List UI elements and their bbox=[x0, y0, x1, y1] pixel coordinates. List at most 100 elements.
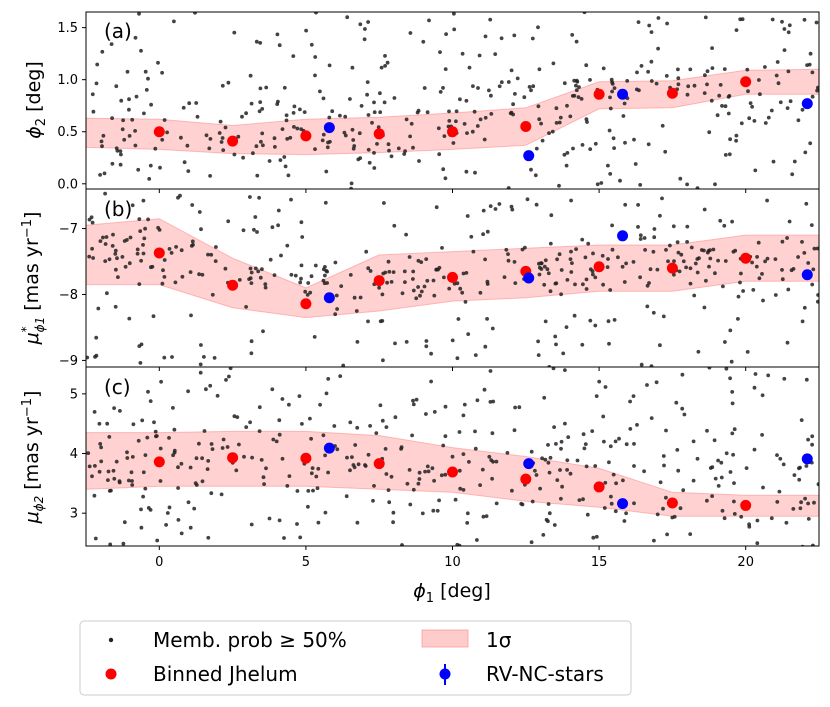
member-star bbox=[462, 402, 467, 407]
member-star bbox=[323, 453, 327, 458]
member-star bbox=[102, 171, 107, 176]
member-star bbox=[780, 19, 784, 24]
member-star bbox=[210, 292, 215, 297]
member-star bbox=[455, 281, 460, 286]
member-star bbox=[407, 255, 412, 259]
member-star bbox=[483, 34, 488, 39]
binned-point-c-3 bbox=[373, 458, 385, 470]
member-star bbox=[295, 126, 300, 131]
member-star bbox=[785, 236, 789, 240]
member-star bbox=[490, 431, 495, 436]
member-star bbox=[174, 245, 179, 249]
member-star bbox=[291, 54, 296, 58]
member-star bbox=[763, 65, 767, 69]
member-star bbox=[314, 474, 319, 479]
member-star bbox=[129, 470, 134, 475]
member-star bbox=[106, 469, 111, 474]
member-star bbox=[187, 101, 192, 106]
member-star bbox=[443, 472, 448, 477]
member-star bbox=[295, 522, 299, 526]
member-star bbox=[577, 85, 581, 89]
member-star bbox=[159, 379, 164, 384]
member-star bbox=[484, 514, 489, 518]
member-star bbox=[713, 182, 717, 187]
member-star bbox=[221, 148, 226, 153]
member-star bbox=[352, 295, 357, 300]
member-star bbox=[728, 328, 733, 333]
member-star bbox=[489, 112, 494, 116]
member-star bbox=[94, 81, 99, 86]
member-star bbox=[811, 543, 815, 546]
member-star bbox=[176, 518, 181, 522]
binned-point-a-7 bbox=[666, 87, 678, 99]
member-star bbox=[326, 377, 331, 381]
member-star bbox=[130, 479, 134, 483]
member-star bbox=[372, 110, 377, 115]
member-star bbox=[378, 403, 383, 408]
member-star bbox=[773, 257, 778, 261]
legend-label-binned: Binned Jhelum bbox=[153, 662, 298, 686]
ytick-label-a-2: 1.0 bbox=[57, 73, 78, 88]
member-star bbox=[267, 159, 272, 163]
legend-marker-binned bbox=[105, 668, 117, 680]
member-star bbox=[757, 276, 762, 281]
member-star bbox=[179, 135, 183, 140]
member-star bbox=[118, 149, 123, 154]
member-star bbox=[147, 177, 152, 181]
legend-marker-band bbox=[421, 629, 469, 648]
member-star bbox=[104, 235, 109, 239]
member-star bbox=[358, 295, 363, 300]
member-star bbox=[643, 248, 647, 252]
member-star bbox=[741, 289, 745, 293]
rv-star-a-0 bbox=[323, 122, 335, 134]
member-star bbox=[534, 146, 539, 151]
member-star bbox=[786, 69, 791, 74]
member-star bbox=[188, 465, 193, 470]
member-star bbox=[470, 129, 475, 134]
member-star bbox=[770, 17, 775, 22]
member-star bbox=[760, 393, 765, 398]
member-star bbox=[705, 69, 710, 74]
member-star bbox=[782, 27, 787, 31]
member-star bbox=[680, 372, 685, 377]
member-star bbox=[718, 83, 723, 87]
member-star bbox=[139, 525, 144, 530]
axis-ticks: 0.0 0.5 1.0 1.5 −9 −8 −7 3 4 5 0 5 10 15 20 bbox=[57, 21, 754, 570]
member-star bbox=[513, 281, 518, 285]
member-star bbox=[426, 469, 431, 474]
member-star bbox=[591, 251, 595, 256]
legend-label-rv: RV-NC-stars bbox=[486, 662, 604, 686]
sigma-band-b bbox=[86, 218, 819, 319]
member-star bbox=[285, 243, 290, 248]
member-star bbox=[658, 480, 663, 485]
member-star bbox=[333, 312, 338, 317]
member-star bbox=[209, 252, 214, 257]
member-star bbox=[324, 391, 329, 396]
member-star bbox=[452, 12, 456, 16]
binned-point-b-7 bbox=[666, 262, 678, 274]
member-star bbox=[320, 138, 325, 143]
member-star bbox=[121, 118, 125, 123]
member-star bbox=[112, 476, 117, 481]
member-star bbox=[162, 118, 167, 122]
member-star bbox=[434, 205, 439, 210]
member-star bbox=[261, 329, 265, 334]
member-star bbox=[323, 265, 327, 269]
member-star bbox=[457, 430, 462, 434]
member-star bbox=[127, 261, 132, 266]
xtick-label-2: 10 bbox=[444, 555, 461, 570]
member-star bbox=[636, 20, 641, 24]
rv-star-c-2 bbox=[617, 498, 629, 510]
member-star bbox=[249, 101, 254, 106]
member-star bbox=[324, 169, 329, 174]
member-star bbox=[637, 88, 641, 93]
member-star bbox=[261, 475, 266, 480]
member-star bbox=[186, 389, 191, 394]
member-star bbox=[576, 95, 581, 99]
member-star bbox=[392, 223, 397, 228]
member-star bbox=[380, 319, 385, 323]
member-star bbox=[739, 271, 743, 276]
panel-c: (c) bbox=[85, 366, 820, 547]
member-star bbox=[635, 423, 639, 427]
member-star bbox=[549, 213, 554, 218]
